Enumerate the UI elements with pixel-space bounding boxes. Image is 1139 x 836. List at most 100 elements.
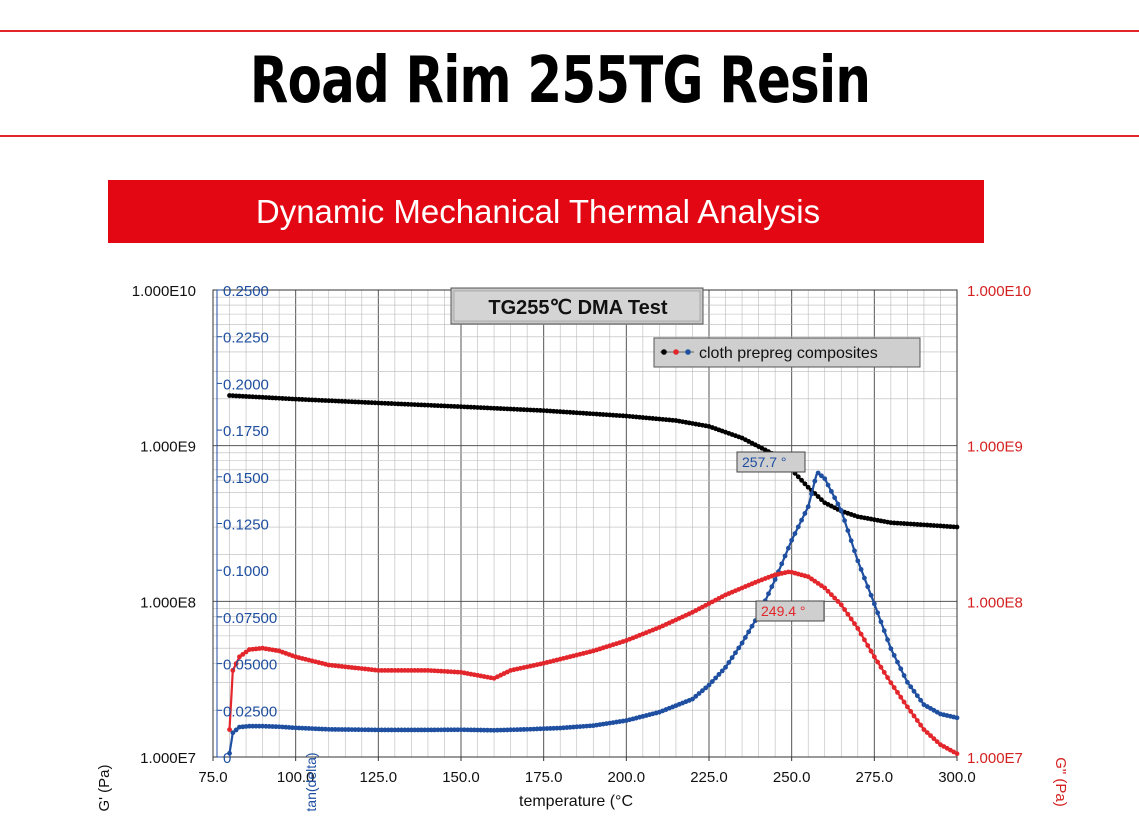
y-tan-tick-label: 0.2250 bbox=[223, 330, 269, 347]
data-point bbox=[819, 473, 824, 479]
y-tan-tick-label: 0.1750 bbox=[223, 423, 269, 440]
data-point bbox=[891, 652, 897, 658]
data-point bbox=[746, 629, 752, 635]
data-point bbox=[402, 727, 408, 733]
page-title: Road Rim 255TG Resin bbox=[249, 44, 871, 118]
data-point bbox=[409, 668, 414, 673]
data-point bbox=[779, 561, 785, 567]
annotation-box bbox=[736, 451, 806, 473]
data-point bbox=[838, 508, 844, 513]
data-point bbox=[802, 481, 808, 487]
data-point bbox=[412, 668, 418, 673]
y-tan-tick-label: 0.2500 bbox=[223, 283, 269, 300]
data-point bbox=[709, 679, 715, 684]
data-point bbox=[852, 621, 857, 627]
data-point bbox=[435, 727, 441, 733]
data-point bbox=[924, 730, 930, 736]
data-point bbox=[785, 545, 791, 551]
data-point bbox=[842, 607, 847, 612]
data-point bbox=[742, 635, 748, 640]
data-point bbox=[366, 727, 371, 733]
data-point bbox=[888, 680, 894, 686]
data-point bbox=[395, 727, 401, 733]
data-point bbox=[372, 727, 378, 733]
data-point bbox=[828, 592, 834, 598]
data-point bbox=[699, 688, 705, 694]
data-point bbox=[253, 723, 259, 729]
y-tan-tick-label: 0.05000 bbox=[223, 657, 277, 674]
data-point bbox=[815, 494, 821, 499]
data-point bbox=[399, 727, 404, 733]
data-point bbox=[878, 664, 884, 670]
banner-text: Dynamic Mechanical Thermal Analysis bbox=[255, 193, 821, 230]
data-point bbox=[329, 726, 335, 732]
x-tick-label: 150.0 bbox=[442, 769, 480, 786]
data-point bbox=[848, 538, 854, 544]
data-point bbox=[792, 531, 798, 536]
data-point bbox=[858, 567, 864, 572]
y-left-tick-label: 1.000E10 bbox=[132, 283, 196, 300]
data-point bbox=[845, 611, 851, 617]
data-point bbox=[346, 727, 351, 732]
data-point bbox=[703, 685, 709, 691]
data-point bbox=[928, 733, 933, 739]
y-left-label: G' (Pa) bbox=[96, 764, 113, 811]
data-point bbox=[418, 727, 424, 733]
data-point bbox=[706, 682, 712, 688]
x-axis-label: temperature (°C bbox=[519, 793, 633, 810]
data-point bbox=[392, 727, 398, 733]
legend-dot-blue bbox=[685, 349, 691, 355]
data-point bbox=[845, 528, 851, 533]
data-point bbox=[227, 727, 232, 732]
data-point bbox=[243, 649, 249, 655]
data-point bbox=[931, 736, 937, 742]
legend-label: cloth prepreg composites bbox=[699, 345, 878, 362]
data-point bbox=[795, 474, 801, 480]
data-point bbox=[336, 727, 342, 732]
data-point bbox=[905, 704, 910, 710]
data-point bbox=[237, 654, 242, 660]
data-point bbox=[402, 668, 408, 673]
data-point bbox=[448, 727, 454, 733]
y-right-tick-label: 1.000E10 bbox=[967, 283, 1031, 300]
x-tick-label: 250.0 bbox=[773, 769, 811, 786]
data-point bbox=[233, 661, 239, 667]
y-left-tick-label: 1.000E9 bbox=[140, 439, 196, 456]
y-right-label: G" (Pa) bbox=[1052, 757, 1069, 807]
data-point bbox=[769, 584, 775, 590]
data-point bbox=[898, 694, 904, 700]
data-point bbox=[888, 646, 894, 652]
y-right-tick-label: 1.000E8 bbox=[967, 594, 1023, 611]
data-point bbox=[802, 511, 808, 516]
data-point bbox=[898, 666, 904, 672]
data-point bbox=[418, 668, 424, 673]
data-point bbox=[375, 727, 381, 733]
data-point bbox=[332, 727, 338, 732]
data-point bbox=[693, 693, 699, 699]
data-point bbox=[822, 476, 828, 482]
data-point bbox=[908, 684, 914, 690]
data-point bbox=[835, 501, 841, 507]
data-point bbox=[799, 517, 804, 523]
data-point bbox=[789, 537, 795, 543]
data-point bbox=[405, 668, 411, 673]
data-point bbox=[230, 668, 236, 673]
data-point bbox=[425, 727, 431, 733]
y-left-tick-label: 1.000E8 bbox=[140, 594, 196, 611]
chart-title: TG255℃ DMA Test bbox=[488, 297, 668, 319]
data-point bbox=[914, 693, 920, 699]
annotations: 257.7 ° 249.4 ° bbox=[736, 451, 825, 622]
data-point bbox=[828, 488, 834, 494]
y-tan-tick-label: 0.02500 bbox=[223, 703, 277, 720]
data-point bbox=[379, 727, 385, 733]
data-point bbox=[914, 718, 920, 723]
data-point bbox=[382, 668, 388, 673]
data-point bbox=[918, 697, 924, 703]
y-tan-tick-label: 0.1000 bbox=[223, 563, 269, 580]
data-point bbox=[832, 595, 838, 601]
data-point bbox=[379, 668, 385, 673]
x-tick-label: 175.0 bbox=[525, 769, 563, 786]
data-point bbox=[911, 688, 917, 694]
data-point bbox=[885, 675, 890, 680]
data-point bbox=[422, 668, 428, 673]
